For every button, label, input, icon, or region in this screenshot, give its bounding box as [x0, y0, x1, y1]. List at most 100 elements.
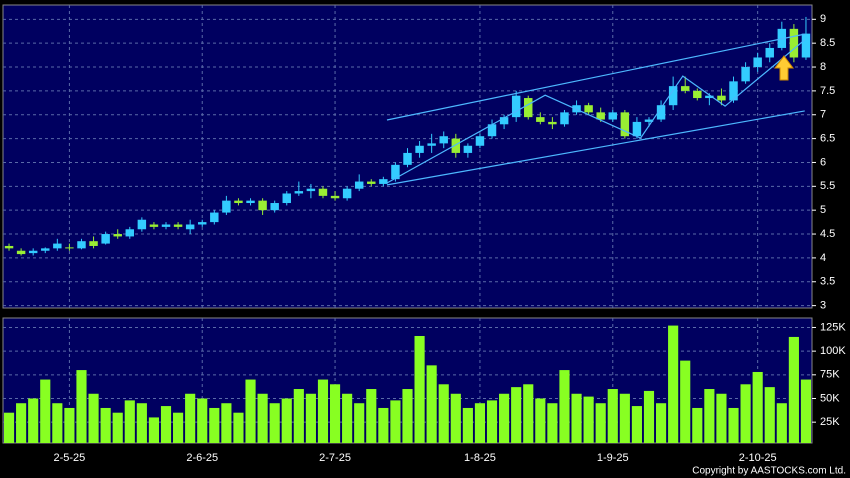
- candle-body: [427, 143, 436, 146]
- candle-body: [65, 247, 74, 249]
- candle-body: [451, 138, 461, 153]
- candle-body: [53, 243, 62, 249]
- candle-body: [801, 33, 811, 58]
- volume-bar: [426, 365, 437, 443]
- candle-body: [584, 105, 593, 113]
- candle-body: [705, 95, 714, 99]
- candle-body: [16, 250, 26, 255]
- candle-body: [173, 224, 183, 227]
- x-tick-label: 2-5-25: [54, 452, 86, 464]
- candle-body: [511, 95, 521, 118]
- y-tick-label: 3.5: [820, 276, 835, 288]
- candle-body: [560, 112, 569, 125]
- volume-bar: [28, 398, 39, 443]
- candle-body: [4, 245, 14, 249]
- candle-body: [113, 234, 122, 237]
- candle-body: [41, 248, 50, 251]
- volume-bar: [631, 406, 642, 443]
- volume-bar: [16, 403, 27, 443]
- volume-bar: [764, 387, 775, 443]
- volume-bar: [52, 403, 63, 443]
- candle-body: [765, 47, 774, 58]
- volume-bar: [499, 393, 510, 443]
- candle-body: [753, 57, 762, 68]
- candle-body: [379, 179, 388, 184]
- volume-bar: [474, 403, 486, 443]
- volume-bar: [523, 384, 534, 443]
- candle-body: [28, 250, 38, 254]
- volume-bar: [643, 390, 655, 443]
- x-tick-label: 1-8-25: [464, 452, 496, 464]
- candle-body: [717, 95, 726, 101]
- copyright: Copyright by AASTOCKS.com Ltd.: [692, 466, 846, 477]
- volume-bar: [342, 393, 353, 443]
- volume-bar: [619, 393, 630, 443]
- volume-bar: [752, 371, 763, 443]
- volume-bar: [100, 407, 111, 443]
- volume-bar: [293, 389, 304, 443]
- candle-body: [330, 195, 340, 199]
- volume-bar: [788, 336, 799, 443]
- plot-layer: 2-5-25 2-6-25 2-7-25 1-8-25 1-9-25 2-10-25 3 3.…: [3, 5, 846, 464]
- volume-bar: [197, 398, 208, 443]
- volume-bar: [462, 407, 473, 443]
- candle-body: [137, 219, 147, 230]
- volume-bar: [160, 406, 172, 443]
- candle-body: [101, 234, 110, 244]
- volume-bar: [390, 400, 401, 443]
- volume-bar: [76, 370, 87, 443]
- volume-bar: [547, 403, 558, 443]
- volume-bar: [607, 389, 618, 443]
- volume-bar: [680, 360, 691, 443]
- x-tick-label: 1-9-25: [597, 452, 629, 464]
- volume-bar: [233, 412, 244, 443]
- candle-body: [524, 98, 533, 118]
- candle-body: [693, 90, 702, 99]
- candle-body: [294, 191, 304, 194]
- volume-bar: [378, 407, 389, 443]
- candle-body: [77, 241, 86, 249]
- trend-line: [386, 39, 806, 184]
- candle-body: [415, 145, 424, 153]
- candle-body: [161, 224, 171, 227]
- volume-bar: [486, 400, 498, 443]
- volume-bar: [704, 389, 715, 443]
- volume-bar: [221, 403, 232, 443]
- volume-bar: [124, 400, 135, 443]
- volume-bar: [281, 398, 292, 443]
- volume-bar: [257, 393, 268, 443]
- candle-body: [789, 28, 799, 58]
- x-tick-label: 2-7-25: [319, 452, 351, 464]
- y-tick-label: 100K: [820, 345, 846, 357]
- candle-body: [367, 181, 376, 184]
- volume-bar: [148, 417, 160, 443]
- candle-body: [125, 229, 135, 237]
- candle-body: [306, 188, 316, 192]
- volume-bar: [535, 398, 546, 443]
- candle-body: [403, 152, 412, 165]
- candle-body: [210, 212, 219, 223]
- volume-bar: [402, 389, 413, 443]
- volume-bar: [64, 407, 75, 443]
- trend-line: [386, 110, 805, 186]
- volume-bar: [329, 384, 341, 443]
- volume-bar: [740, 384, 751, 443]
- y-tick-label: 7.5: [820, 85, 835, 97]
- candle-body: [668, 86, 678, 106]
- volume-bar: [655, 403, 667, 443]
- y-tick-label: 5.5: [820, 180, 835, 192]
- candle-body: [198, 222, 207, 225]
- candle-body: [439, 136, 448, 144]
- y-tick-label: 3: [820, 300, 826, 312]
- volume-bar: [245, 379, 256, 443]
- volume-bar: [209, 407, 220, 443]
- volume-bar: [40, 379, 51, 443]
- candle-body: [632, 121, 642, 137]
- candle-body: [644, 119, 654, 122]
- volume-bar: [317, 379, 329, 443]
- y-tick-label: 7: [820, 109, 826, 121]
- volume-bar: [438, 384, 449, 443]
- volume-bar: [136, 403, 147, 443]
- x-tick-label: 2-10-25: [739, 452, 777, 464]
